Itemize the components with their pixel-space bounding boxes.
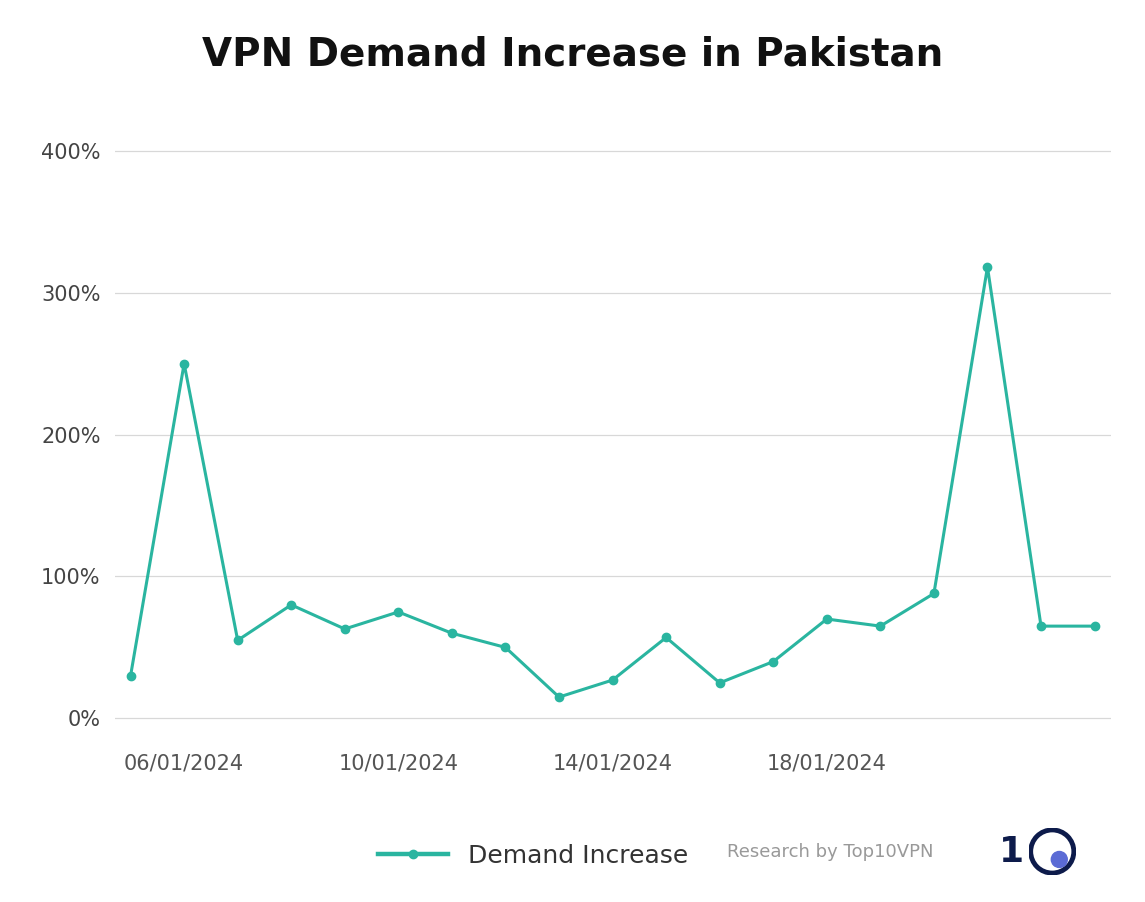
Circle shape <box>1051 851 1067 868</box>
Text: Research by Top10VPN: Research by Top10VPN <box>727 843 933 861</box>
Text: VPN Demand Increase in Pakistan: VPN Demand Increase in Pakistan <box>202 35 943 73</box>
Text: 1: 1 <box>998 835 1024 870</box>
Legend: Demand Increase: Demand Increase <box>368 834 698 879</box>
